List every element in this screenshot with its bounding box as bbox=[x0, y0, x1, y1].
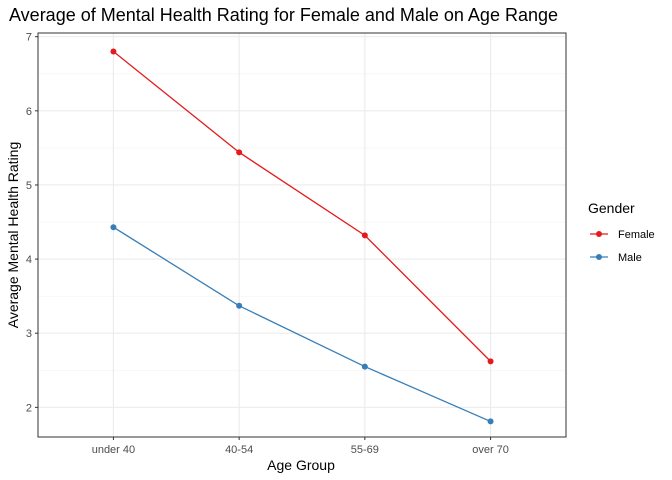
data-point-male bbox=[110, 224, 117, 231]
legend-label-female: Female bbox=[618, 229, 655, 241]
x-tick-label: over 70 bbox=[472, 444, 509, 456]
legend-marker-female bbox=[596, 231, 602, 237]
y-axis-ticks: 2 3 4 5 6 7 bbox=[26, 32, 38, 414]
series-line-female bbox=[113, 51, 492, 362]
legend-label-male: Male bbox=[618, 252, 642, 264]
x-tick-label: 40-54 bbox=[225, 444, 253, 456]
y-tick-label: 7 bbox=[26, 32, 32, 44]
x-axis-ticks: under 40 40-54 55-69 over 70 bbox=[92, 437, 509, 456]
legend: Gender Female Male bbox=[588, 200, 655, 264]
legend-marker-male bbox=[596, 254, 602, 260]
y-tick-label: 5 bbox=[26, 180, 32, 192]
data-point-female bbox=[110, 48, 117, 55]
y-tick-label: 3 bbox=[26, 328, 32, 340]
y-axis-title: Average Mental Health Rating bbox=[5, 142, 21, 329]
series-layer bbox=[110, 48, 494, 425]
y-tick-label: 6 bbox=[26, 106, 32, 118]
chart-title: Average of Mental Health Rating for Fema… bbox=[9, 5, 558, 25]
x-tick-label: 55-69 bbox=[351, 444, 379, 456]
x-tick-label: under 40 bbox=[92, 444, 135, 456]
grid bbox=[38, 33, 566, 437]
data-point-female bbox=[361, 232, 368, 239]
plot-panel bbox=[37, 32, 567, 438]
x-axis-title: Age Group bbox=[267, 457, 335, 473]
legend-title: Gender bbox=[588, 200, 635, 216]
series-line-male bbox=[113, 226, 491, 423]
y-tick-label: 4 bbox=[26, 254, 32, 266]
data-point-male bbox=[236, 302, 243, 309]
data-point-male bbox=[361, 363, 368, 370]
data-point-female bbox=[236, 149, 243, 156]
data-point-female bbox=[487, 358, 494, 365]
y-tick-label: 2 bbox=[26, 402, 32, 414]
data-point-male bbox=[487, 418, 494, 425]
